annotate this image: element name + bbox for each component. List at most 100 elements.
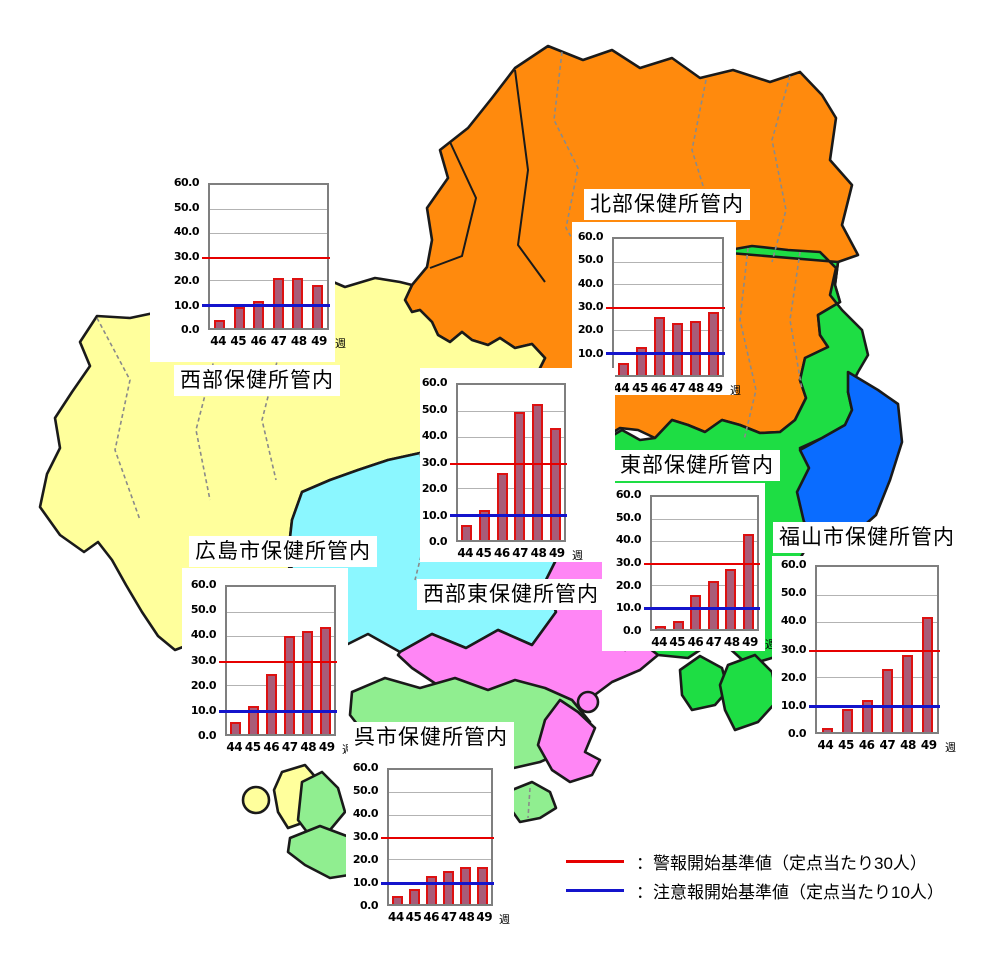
y-tick-label: 20.0: [190, 678, 217, 692]
bars: [389, 770, 491, 904]
x-tick-label: 47: [281, 740, 298, 754]
x-tick-label: 47: [441, 910, 457, 924]
x-tick-label: 44: [210, 334, 226, 348]
bar-slot: [288, 185, 308, 328]
bar-slot: [687, 497, 705, 629]
y-tick-label: 0.0: [181, 322, 200, 336]
y-tick-label: 10.0: [421, 508, 448, 522]
x-tick-label: 45: [244, 740, 261, 754]
x-tick-label: 45: [838, 738, 854, 752]
alert-threshold-line: [644, 563, 760, 565]
y-tick-label: 20.0: [173, 273, 200, 287]
bar-week-46: [861, 700, 873, 732]
y-tick-label: 50.0: [421, 402, 448, 416]
gridline: [817, 594, 937, 596]
x-tick-label: 47: [705, 635, 722, 649]
island-seibuhigashi-2: [576, 690, 600, 714]
bar-week-45: [248, 705, 260, 734]
bar-week-49: [742, 534, 754, 629]
bar-slot: [897, 567, 917, 732]
x-tick-label: 47: [512, 546, 528, 560]
bar-slot: [269, 185, 289, 328]
x-tick-label: 49: [742, 635, 758, 649]
bar-slot: [877, 567, 897, 732]
x-axis-unit-label: 週: [945, 741, 956, 754]
y-axis-labels: 60.0 50.0 40.0 30.0 20.0 10.0 0.0: [346, 761, 382, 912]
x-tick-label: 46: [687, 635, 704, 649]
x-tick-label: 49: [706, 381, 723, 395]
y-tick-label: 30.0: [421, 455, 448, 469]
bar-week-46: [426, 876, 437, 904]
bar-slot: [406, 770, 423, 904]
bar-week-44: [230, 721, 242, 734]
chart-panel-fukuyama: 60.0 50.0 40.0 30.0 20.0 10.0 0.0 44 45 46 47 48 49 週: [772, 556, 956, 754]
alert-threshold-line: [450, 462, 567, 465]
x-tick-label: 49: [311, 334, 327, 348]
y-tick-label: 50.0: [780, 586, 807, 600]
x-tick-label: 44: [651, 635, 667, 649]
legend-advisory-label: ：注意報開始基準値（定点当たり10人）: [636, 883, 944, 902]
region-title-seibu: 西部保健所管内: [174, 365, 340, 397]
bar-slot: [389, 770, 406, 904]
y-tick-label: 10.0: [577, 346, 604, 360]
bar-week-48: [460, 867, 471, 904]
advisory-threshold-line: [644, 607, 760, 610]
gridline: [227, 685, 334, 686]
x-tick-label: 46: [650, 381, 667, 395]
y-tick-label: 40.0: [577, 276, 604, 290]
bar-slot: [652, 497, 670, 629]
y-tick-label: 20.0: [352, 852, 379, 866]
x-tick-label: 49: [548, 546, 565, 560]
plot-area: [381, 768, 494, 906]
bar-week-49: [549, 427, 561, 540]
bar-week-48: [292, 277, 304, 328]
x-axis-unit-label: 週: [499, 913, 510, 926]
x-tick-label: 47: [669, 381, 686, 395]
y-axis-labels: 60.0 50.0 40.0 30.0 20.0 10.0 0.0: [420, 376, 451, 548]
bar-week-46: [253, 300, 265, 328]
bar-week-47: [514, 412, 526, 540]
legend-advisory-line: [566, 889, 624, 892]
legend-alert-label: ：警報開始基準値（定点当たり30人）: [636, 854, 927, 873]
x-tick-label: 49: [920, 738, 937, 752]
y-tick-label: 50.0: [615, 510, 642, 524]
x-tick-label: 44: [387, 910, 404, 924]
bar-week-44: [461, 524, 473, 540]
y-tick-label: 60.0: [173, 175, 200, 189]
bar-slot: [298, 587, 316, 734]
x-axis-unit-label: 週: [730, 384, 741, 397]
gridline: [652, 585, 757, 586]
chart-panel-tobu: 60.0 50.0 40.0 30.0 20.0 10.0 0.0 44 45 46 47 48 49 週: [602, 483, 776, 651]
plot-area: [606, 237, 725, 377]
island-kure-3: [508, 780, 558, 824]
region-title-kure: 呉市保健所管内: [348, 722, 514, 754]
y-tick-label: 40.0: [421, 428, 448, 442]
plot-area: [644, 495, 760, 631]
bar-week-48: [532, 404, 544, 540]
bar-week-44: [392, 896, 403, 904]
region-title-fukuyama: 福山市保健所管内: [773, 522, 961, 554]
y-axis-labels: 60.0 50.0 40.0 30.0 20.0 10.0 0.0: [182, 578, 220, 742]
bar-slot: [837, 567, 857, 732]
y-tick-label: 40.0: [780, 614, 807, 628]
bar-week-48: [689, 320, 701, 375]
gridline: [210, 208, 327, 210]
alert-threshold-line: [381, 837, 494, 839]
bar-week-47: [881, 668, 893, 732]
y-axis-labels: 60.0 50.0 40.0 30.0 20.0 10.0 0.0: [150, 176, 203, 336]
region-title-seibuhigashi: 西部東保健所管内: [417, 579, 605, 611]
plot-area: [450, 383, 567, 542]
plot-area: [809, 565, 940, 734]
bar-week-47: [443, 870, 454, 904]
y-tick-label: 30.0: [615, 555, 642, 569]
x-tick-label: 47: [270, 334, 287, 348]
gridline: [227, 611, 334, 613]
gridline: [210, 232, 327, 234]
bars: [614, 239, 722, 375]
bar-week-45: [635, 346, 647, 375]
bar-week-46: [496, 472, 508, 540]
gridline: [389, 814, 491, 816]
